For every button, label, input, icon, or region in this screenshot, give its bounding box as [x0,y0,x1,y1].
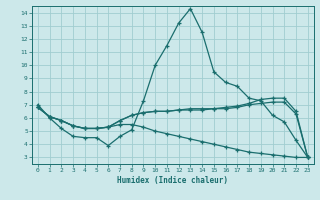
X-axis label: Humidex (Indice chaleur): Humidex (Indice chaleur) [117,176,228,185]
